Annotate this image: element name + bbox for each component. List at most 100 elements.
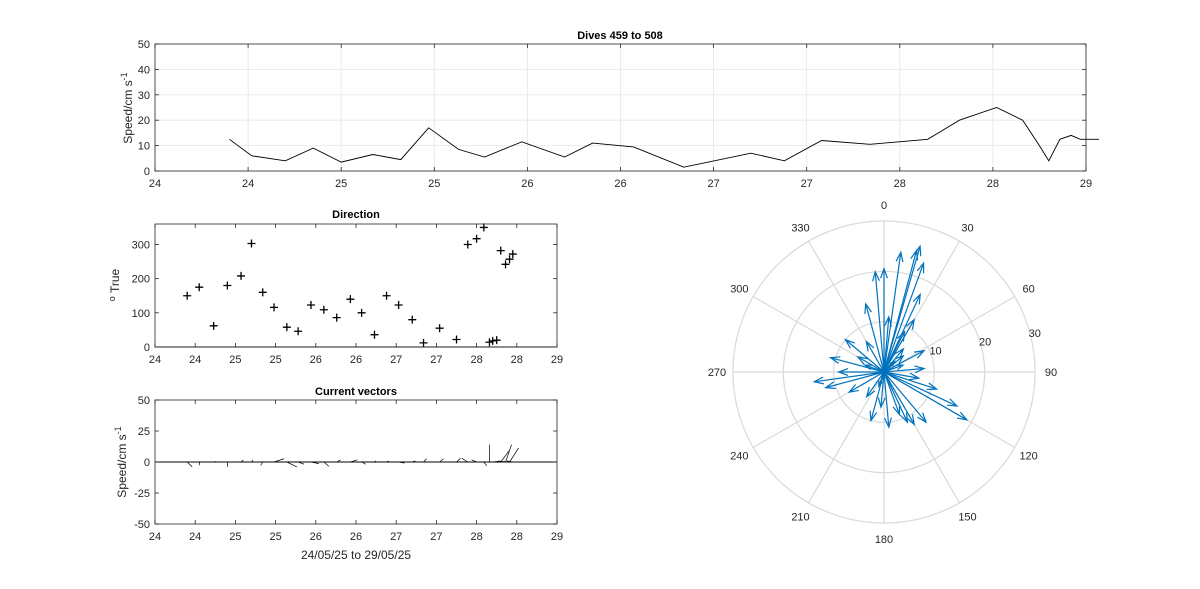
x-tick-label: 27 <box>801 178 813 190</box>
direction-point <box>183 291 192 300</box>
direction-point <box>294 327 303 336</box>
compass-arrow-shaft <box>857 356 885 373</box>
compass-arrow-head <box>836 368 849 376</box>
compass-arrow-head <box>863 364 873 371</box>
compass-arrow-shaft <box>883 371 901 415</box>
vectors-plot <box>155 444 557 468</box>
compass-arrow-head <box>894 354 905 364</box>
x-tick-label: 24 <box>242 178 254 190</box>
vector-stick <box>323 461 330 467</box>
x-tick-label: 26 <box>350 531 362 543</box>
compass-angle-label: 60 <box>1023 284 1035 296</box>
compass-arrow <box>865 371 885 399</box>
x-tick-label: 27 <box>390 354 402 366</box>
compass-arrow-head <box>856 356 868 365</box>
direction-point <box>435 324 444 333</box>
direction-point <box>282 323 291 332</box>
compass-arrow-shaft <box>874 271 885 373</box>
compass-arrows <box>812 244 969 429</box>
compass-radius-label: 20 <box>979 337 991 349</box>
vector-stick <box>439 458 444 463</box>
compass-arrow-shaft <box>883 371 919 379</box>
compass-arrow-shaft <box>883 371 968 421</box>
x-tick-label: 26 <box>521 178 533 190</box>
compass-angle-label: 120 <box>1019 451 1037 463</box>
x-tick-label: 29 <box>1080 178 1092 190</box>
compass-radius-label: 10 <box>929 345 941 357</box>
vector-stick <box>505 444 512 463</box>
compass-arrow <box>883 365 926 374</box>
compass-arrow <box>883 371 909 424</box>
compass-arrow-head <box>828 356 841 364</box>
direction-point <box>319 305 328 314</box>
compass-arrow <box>883 371 928 424</box>
compass-arrow-head <box>896 330 906 342</box>
compass-arrow <box>883 250 904 373</box>
compass-arrow-shaft <box>883 371 958 407</box>
speed-chart-title: Dives 459 to 508 <box>577 30 663 42</box>
compass-arrow-shaft <box>883 263 925 373</box>
direction-ticks: 24 24 25 25 26 26 27 27 28 28 29 0 100 200 300 <box>132 224 563 366</box>
compass-arrow <box>828 356 885 373</box>
direction-point <box>452 335 461 344</box>
vectors-chart-title: Current vectors <box>315 386 397 398</box>
compass-arrow-head <box>864 302 872 314</box>
compass-arrow <box>844 338 885 373</box>
compass-arrow-shaft <box>865 341 885 373</box>
compass-arrow-head <box>913 244 922 257</box>
vector-stick <box>456 457 461 463</box>
compass-arrow <box>877 371 886 409</box>
compass-arrow-shaft <box>883 246 921 373</box>
speed-grid <box>154 43 1087 172</box>
x-tick-label: 25 <box>428 178 440 190</box>
compass-arrow-head <box>916 261 925 274</box>
direction-point <box>237 271 246 280</box>
compass-arrow-head <box>877 397 886 409</box>
x-tick-label: 25 <box>229 531 241 543</box>
compass-arrow-head <box>926 382 939 391</box>
compass-arrow-head <box>812 376 825 385</box>
compass-arrow <box>883 371 959 407</box>
vector-stick <box>198 461 201 466</box>
compass-arrow <box>869 371 885 423</box>
speed-ticks: 24 24 25 25 26 26 27 27 28 28 29 0 10 20 30 40 50 <box>138 39 1092 190</box>
x-tick-label: 28 <box>470 354 482 366</box>
compass-arrow <box>883 244 922 373</box>
compass-arrow <box>865 339 885 373</box>
compass-arrow-head <box>865 339 875 352</box>
direction-point <box>357 308 366 317</box>
compass-angle-label: 330 <box>791 222 809 234</box>
direction-axes-box <box>154 223 558 348</box>
compass-arrow-shaft <box>883 364 904 373</box>
compass-arrow-head <box>914 365 926 374</box>
direction-point <box>488 336 497 345</box>
direction-point <box>496 246 505 255</box>
direction-point <box>472 234 481 243</box>
compass-arrow-shaft <box>883 371 927 423</box>
compass-arrow-head <box>884 417 893 429</box>
direction-point <box>408 315 417 324</box>
x-tick-label: 27 <box>390 531 402 543</box>
direction-point <box>269 303 278 312</box>
compass-arrow-shaft <box>883 331 906 373</box>
compass-arrow <box>883 371 939 391</box>
y-tick-label: 0 <box>144 457 150 469</box>
compass-arrow-shaft <box>883 360 896 373</box>
compass-arrow-head <box>912 292 921 305</box>
vector-stick <box>461 457 468 463</box>
compass-arrow-head <box>844 338 856 349</box>
compass-arrow-shaft <box>864 364 885 373</box>
compass-arrow <box>836 368 884 376</box>
compass-arrow <box>856 356 885 373</box>
x-tick-label: 26 <box>350 354 362 366</box>
compass-angle-label: 30 <box>961 222 973 234</box>
vector-stick <box>423 458 427 463</box>
compass-arrow-shaft <box>883 371 908 423</box>
direction-point <box>223 281 232 290</box>
vector-stick <box>273 458 285 463</box>
x-tick-label: 24 <box>189 354 201 366</box>
direction-point <box>332 313 341 322</box>
compass-arrow <box>883 371 921 381</box>
compass-arrow-shaft <box>883 367 925 373</box>
